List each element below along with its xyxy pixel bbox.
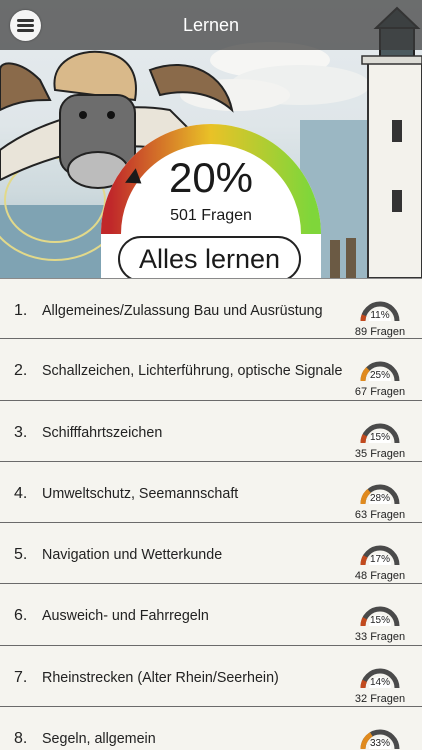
- topic-title: Navigation und Wetterkunde: [42, 547, 223, 564]
- topic-row[interactable]: 7. Rheinstrecken (Alter Rhein/Seerhein) …: [0, 645, 422, 708]
- topic-percent: 15%: [369, 431, 390, 443]
- topic-progress-fill: [360, 555, 368, 566]
- topic-percent: 15%: [369, 615, 390, 627]
- topic-percent: 11%: [370, 310, 390, 321]
- topic-number: 3.: [14, 423, 28, 441]
- topic-question-count: 67 Fragen: [354, 386, 406, 399]
- page-title: Lernen: [182, 15, 240, 35]
- lighthouse-shape: [361, 6, 422, 278]
- topic-title: Schifffahrtszeichen: [42, 424, 163, 441]
- topic-title: Umweltschutz, Seemannschaft: [42, 485, 239, 502]
- topic-number: 5.: [14, 546, 28, 564]
- topic-row[interactable]: 8. Segeln, allgemein 33%: [0, 707, 422, 750]
- hero-banner: Lernen 20% 501 Fragen Alles lernen: [0, 0, 422, 278]
- topic-progress-gauge: [360, 668, 400, 688]
- topic-row[interactable]: 6. Ausweich- und Fahrregeln 15% 33 Frage…: [0, 584, 422, 646]
- topic-progress-fill: [360, 732, 373, 750]
- topic-number: 6.: [14, 607, 28, 625]
- topic-percent: 25%: [369, 370, 390, 382]
- topic-row[interactable]: 4. Umweltschutz, Seemannschaft 28% 63 Fr…: [0, 461, 422, 524]
- topic-percent: 28%: [369, 492, 390, 504]
- learn-all-button[interactable]: Alles lernen: [118, 236, 301, 278]
- topic-title: Schallzeichen, Lichterführung, optische …: [42, 363, 343, 380]
- topic-number: 1.: [14, 302, 28, 319]
- topic-row[interactable]: 5. Navigation und Wetterkunde 17% 48 Fra…: [0, 523, 422, 585]
- topic-number: 4.: [14, 484, 28, 502]
- total-question-count: 501 Fragen: [170, 207, 252, 224]
- topic-progress-gauge: [360, 606, 400, 627]
- gauge-needle: [125, 168, 142, 184]
- topic-progress-gauge: [360, 545, 400, 566]
- topic-percent: 14%: [369, 676, 390, 688]
- topic-progress-gauge: [360, 729, 400, 750]
- topic-question-count: 48 Fragen: [354, 570, 406, 583]
- topic-title: Allgemeines/Zulassung Bau und Ausrüstung: [42, 303, 323, 319]
- topic-progress-fill: [360, 367, 370, 382]
- topic-progress-gauge: [360, 301, 400, 322]
- topic-progress-fill: [360, 314, 367, 322]
- cartoon-illustration: [0, 6, 422, 278]
- topic-title: Rheinstrecken (Alter Rhein/Seerhein): [42, 669, 279, 686]
- topic-number: 7.: [14, 668, 28, 686]
- topic-title: Ausweich- und Fahrregeln: [42, 608, 209, 625]
- hamburger-menu-icon[interactable]: [10, 10, 41, 41]
- topic-question-count: 32 Fragen: [354, 692, 406, 705]
- topic-row[interactable]: 2. Schallzeichen, Lichterführung, optisc…: [0, 339, 422, 401]
- overall-percent: 20%: [168, 154, 254, 201]
- topic-list: 1. Allgemeines/Zulassung Bau und Ausrüst…: [0, 278, 422, 750]
- topic-question-count: 33 Fragen: [354, 631, 406, 644]
- top-bar: [0, 0, 422, 50]
- topic-row[interactable]: 3. Schifffahrtszeichen 15% 35 Fragen: [0, 400, 422, 462]
- topic-question-count: 63 Fragen: [354, 508, 406, 521]
- topic-progress-fill: [360, 679, 367, 688]
- topic-progress-gauge: [360, 423, 400, 443]
- topic-question-count: 89 Fragen: [354, 326, 406, 338]
- topic-question-count: 35 Fragen: [354, 447, 406, 460]
- topic-number: 2.: [14, 362, 28, 380]
- topic-progress-gauge: [360, 361, 400, 382]
- topic-progress-fill: [360, 488, 371, 505]
- topic-progress-fill: [360, 433, 368, 443]
- topic-title: Segeln, allgemein: [42, 731, 156, 748]
- topic-percent: 33%: [369, 738, 390, 750]
- topic-progress-fill: [360, 617, 368, 627]
- topic-row[interactable]: 1. Allgemeines/Zulassung Bau und Ausrüst…: [0, 278, 422, 340]
- topic-percent: 17%: [369, 554, 390, 566]
- topic-progress-gauge: [360, 484, 400, 505]
- topic-number: 8.: [14, 730, 28, 748]
